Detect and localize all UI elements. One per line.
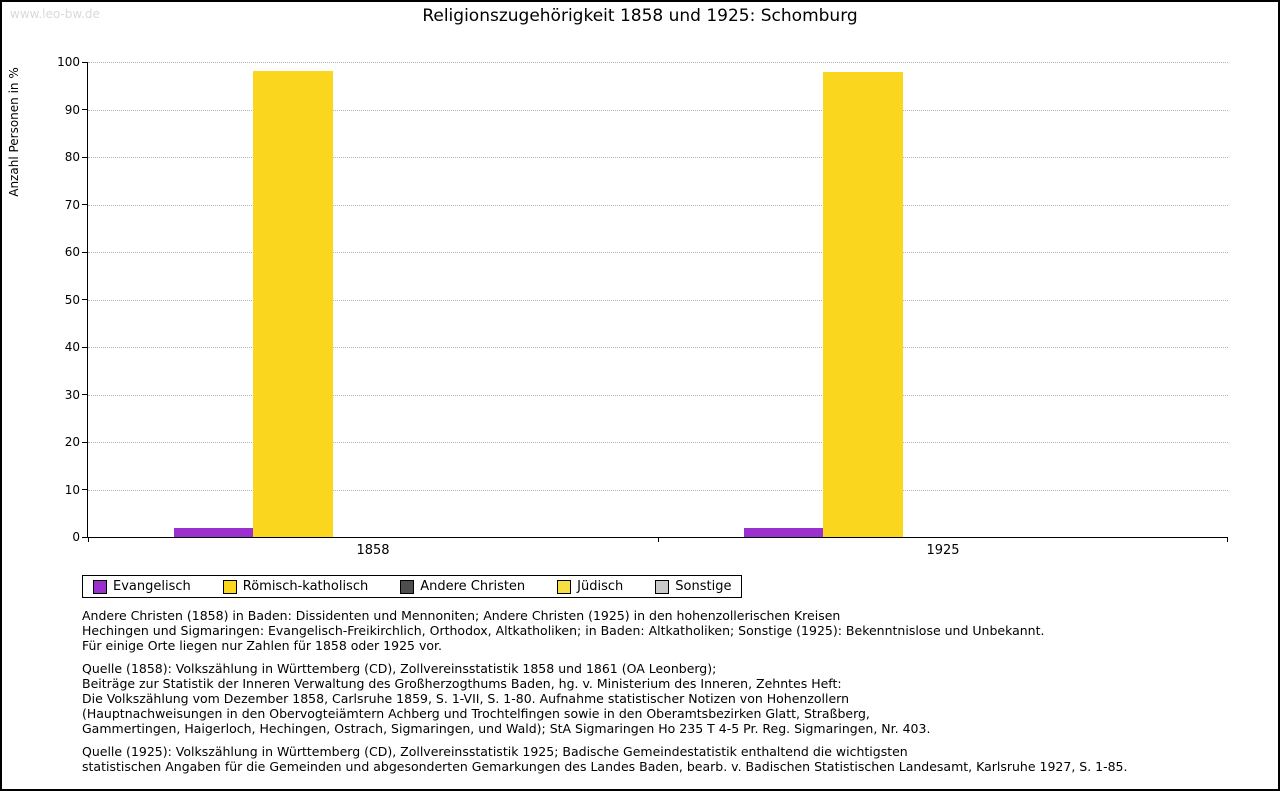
footnote-line: statistischen Angaben für die Gemeinden …	[82, 759, 1128, 774]
y-axis-tick-70	[82, 204, 88, 205]
y-tick-label-70: 70	[64, 197, 80, 212]
legend-label-j-disch: Jüdisch	[577, 579, 624, 594]
y-axis-label: Anzahl Personen in %	[7, 67, 21, 197]
y-axis-tick-0	[82, 536, 88, 538]
x-axis-tick-1	[658, 538, 659, 542]
legend-item-sonstige: Sonstige	[655, 579, 731, 594]
gridline-40	[88, 347, 1228, 348]
y-axis-tick-40	[82, 346, 88, 348]
bar-evangelisch-1925	[743, 527, 824, 537]
y-tick-label-80: 80	[64, 150, 80, 164]
legend-item-andere-christen: Andere Christen	[400, 579, 525, 594]
bar-r-misch-katholisch-1925	[823, 71, 904, 537]
legend-label-sonstige: Sonstige	[675, 579, 732, 594]
y-tick-label-60: 60	[64, 245, 80, 259]
evangelisch-color-swatch	[93, 579, 107, 594]
footnote-line: Hechingen und Sigmaringen: Evangelisch-F…	[82, 623, 1045, 638]
gridline-10	[88, 489, 1228, 491]
gridline-50	[88, 299, 1228, 301]
andere-christen-color-swatch	[400, 579, 415, 594]
y-axis-tick-50	[82, 299, 88, 300]
y-axis-tick-20	[82, 441, 88, 443]
y-tick-label-100: 100	[57, 55, 80, 69]
legend-item-r-misch-katholisch: Römisch-katholisch	[222, 579, 369, 594]
footnotes: Andere Christen (1858) in Baden: Disside…	[82, 608, 1127, 782]
legend-item-evangelisch: Evangelisch	[93, 579, 191, 594]
legend-item-j-disch: Jüdisch	[557, 579, 623, 594]
footnote-line: Die Volkszählung vom Dezember 1858, Carl…	[82, 691, 850, 706]
x-category-label-1858: 1858	[356, 543, 390, 558]
footnote-paragraph-1: Andere Christen (1858) in Baden: Disside…	[82, 608, 1127, 653]
gridline-80	[88, 157, 1228, 158]
legend-label-evangelisch: Evangelisch	[113, 579, 191, 594]
legend: Evangelisch Römisch-katholisch Andere Chri…	[82, 575, 743, 598]
footnote-paragraph-3: Quelle (1925): Volkszählung in Württembe…	[82, 744, 1127, 774]
y-tick-label-90: 90	[64, 102, 80, 117]
y-axis-tick-100	[82, 62, 88, 63]
chart-title: Religionszugehörigkeit 1858 und 1925: Sc…	[422, 6, 858, 26]
x-axis-tick-2	[1227, 538, 1228, 542]
y-axis-tick-80	[82, 156, 88, 158]
x-category-label-1925: 1925	[926, 543, 960, 558]
legend-label-r-misch-katholisch: Römisch-katholisch	[242, 579, 369, 594]
footnote-line: Quelle (1925): Volkszählung in Württembe…	[82, 744, 908, 759]
plot-area: 0 10 20 30 40 50 60 70 80 90 100 1858 1925	[57, 55, 1228, 558]
sonstige-color-swatch	[655, 579, 670, 594]
x-axis-tick-0	[88, 538, 89, 542]
gridline-90	[88, 109, 1228, 111]
footnote-paragraph-2: Quelle (1858): Volkszählung in Württembe…	[82, 661, 1127, 736]
gridline-100	[88, 62, 1228, 63]
j-disch-color-swatch	[557, 579, 572, 594]
y-tick-label-20: 20	[64, 435, 80, 449]
bar-r-misch-katholisch-1858	[253, 70, 334, 537]
gridline-20	[88, 442, 1228, 443]
bar-evangelisch-1858	[173, 528, 254, 537]
y-axis-tick-90	[82, 109, 88, 110]
watermark: www.leo-bw.de	[10, 7, 100, 21]
y-tick-label-50: 50	[64, 292, 80, 307]
footnote-line: Quelle (1858): Volkszählung in Württembe…	[82, 661, 717, 676]
gridline-60	[88, 252, 1228, 253]
gridline-70	[88, 204, 1228, 206]
footnote-line: Für einige Orte liegen nur Zahlen für 18…	[82, 638, 442, 653]
y-tick-label-30: 30	[64, 387, 80, 402]
footnote-line: Gammertingen, Haigerloch, Hechingen, Ost…	[82, 721, 931, 736]
gridline-30	[88, 394, 1228, 396]
y-tick-label-40: 40	[64, 340, 80, 354]
footnote-line: (Hauptnachweisungen in den Obervogteiämt…	[82, 706, 870, 721]
y-tick-label-10: 10	[64, 482, 80, 497]
legend-label-andere-christen: Andere Christen	[420, 579, 526, 594]
y-axis-tick-30	[82, 394, 88, 395]
y-axis-tick-10	[82, 489, 88, 490]
y-tick-label-0: 0	[72, 530, 80, 544]
r-misch-katholisch-color-swatch	[222, 579, 237, 594]
footnote-line: Andere Christen (1858) in Baden: Disside…	[82, 608, 841, 623]
y-axis-tick-60	[82, 251, 88, 253]
footnote-line: Beiträge zur Statistik der Inneren Verwa…	[82, 676, 842, 691]
